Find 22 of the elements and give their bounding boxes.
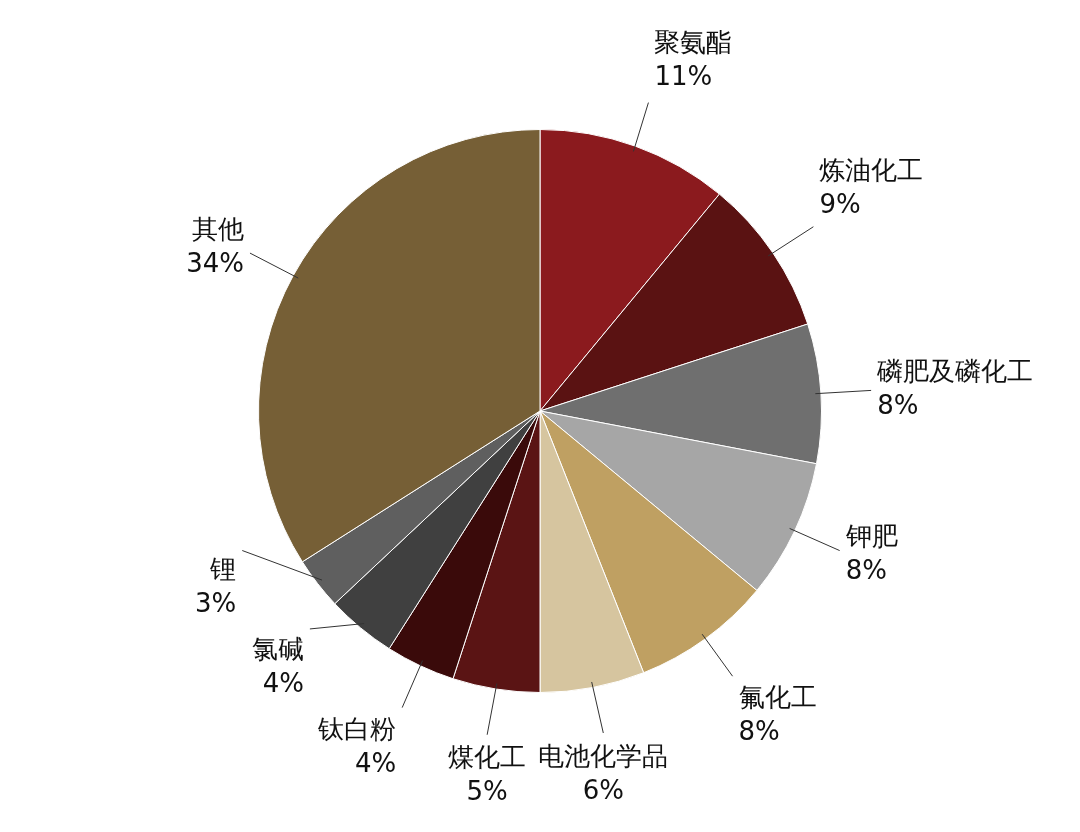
slice-label: 钛白粉: [317, 714, 397, 745]
data-label: 8%: [877, 389, 919, 420]
data-label: 4%: [354, 748, 397, 779]
slice-label: 锂: [209, 554, 237, 585]
data-label: 8%: [845, 554, 887, 585]
data-label: 4%: [262, 668, 304, 699]
slice-label: 电池化学品: [538, 740, 669, 771]
data-label: 8%: [738, 716, 780, 747]
data-label: 3%: [195, 588, 237, 619]
slice-label: 煤化工: [448, 742, 527, 773]
slice-label: 聚氨酯: [654, 26, 733, 57]
slice-label: 氟化工: [738, 682, 817, 713]
slice-label: 钾肥: [844, 520, 898, 551]
slice-label: 其他: [191, 214, 244, 245]
data-label: 34%: [186, 248, 244, 279]
slice-label: 磷肥及磷化工: [876, 355, 1034, 386]
data-label: 9%: [819, 188, 861, 219]
data-label: 11%: [654, 60, 713, 91]
data-label: 6%: [582, 774, 624, 805]
slice-label: 氯碱: [251, 634, 304, 665]
slice-label: 炼油化工: [819, 154, 924, 185]
data-label: 5%: [466, 776, 508, 807]
